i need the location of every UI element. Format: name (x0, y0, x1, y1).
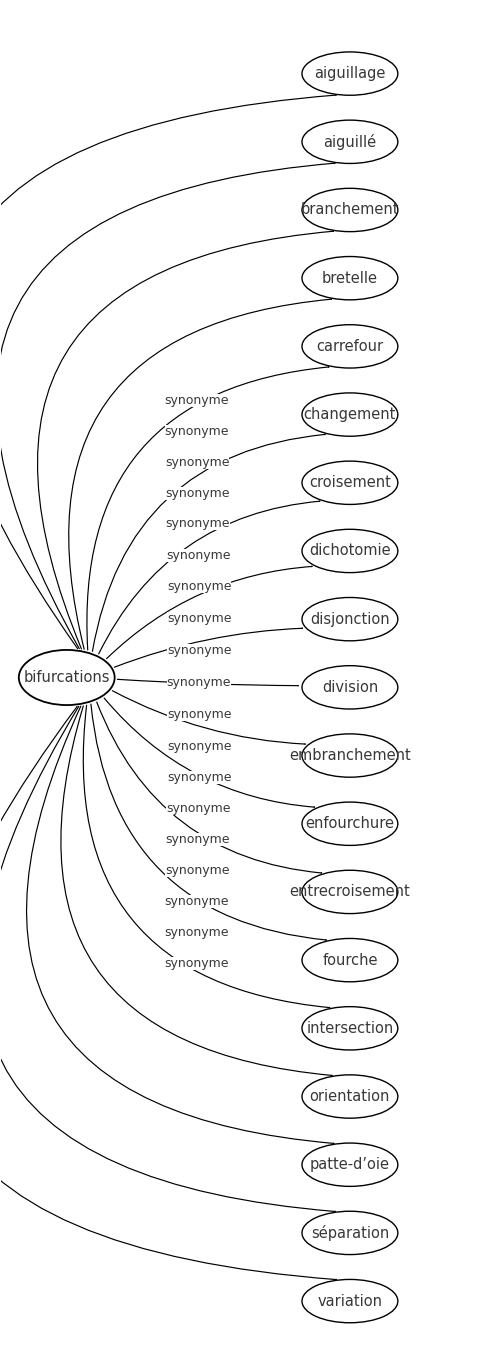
Ellipse shape (302, 802, 398, 846)
Ellipse shape (302, 1279, 398, 1322)
FancyArrowPatch shape (112, 691, 305, 744)
Text: dichotomie: dichotomie (309, 543, 391, 558)
Text: synonyme: synonyme (167, 611, 232, 625)
Ellipse shape (302, 188, 398, 232)
Text: bifurcations: bifurcations (24, 669, 110, 686)
FancyArrowPatch shape (87, 367, 329, 650)
FancyArrowPatch shape (69, 299, 332, 649)
Text: entrecroisement: entrecroisement (290, 885, 410, 900)
FancyArrowPatch shape (0, 95, 336, 649)
Text: synonyme: synonyme (167, 644, 232, 657)
Text: synonyme: synonyme (165, 455, 229, 469)
Text: synonyme: synonyme (167, 771, 231, 785)
Text: aiguillage: aiguillage (314, 66, 386, 81)
Text: carrefour: carrefour (316, 339, 384, 354)
Text: séparation: séparation (311, 1225, 389, 1241)
FancyArrowPatch shape (83, 705, 330, 1008)
Text: synonyme: synonyme (164, 925, 229, 939)
Text: orientation: orientation (310, 1089, 390, 1104)
Ellipse shape (302, 530, 398, 573)
Ellipse shape (302, 1144, 398, 1187)
Text: synonyme: synonyme (166, 518, 230, 530)
Text: synonyme: synonyme (165, 486, 230, 500)
Text: synonyme: synonyme (164, 425, 229, 438)
Ellipse shape (302, 51, 398, 95)
Text: disjonction: disjonction (310, 611, 390, 626)
Ellipse shape (302, 598, 398, 641)
FancyArrowPatch shape (117, 679, 298, 686)
FancyArrowPatch shape (0, 706, 335, 1211)
Text: intersection: intersection (306, 1020, 393, 1035)
FancyArrowPatch shape (104, 698, 315, 808)
Ellipse shape (302, 121, 398, 164)
FancyArrowPatch shape (97, 702, 321, 873)
FancyArrowPatch shape (38, 232, 334, 649)
Text: synonyme: synonyme (165, 896, 229, 908)
FancyArrowPatch shape (0, 163, 335, 649)
FancyArrowPatch shape (114, 629, 303, 667)
Text: synonyme: synonyme (167, 740, 232, 752)
Text: synonyme: synonyme (167, 676, 231, 688)
Ellipse shape (302, 870, 398, 913)
Text: division: division (322, 680, 378, 695)
FancyArrowPatch shape (61, 706, 332, 1076)
Ellipse shape (19, 650, 115, 705)
Ellipse shape (302, 1075, 398, 1118)
Text: changement: changement (304, 406, 396, 421)
Ellipse shape (302, 665, 398, 709)
Text: synonyme: synonyme (166, 549, 231, 561)
Text: croisement: croisement (309, 476, 391, 491)
Text: synonyme: synonyme (166, 833, 230, 847)
FancyArrowPatch shape (107, 566, 312, 659)
Text: branchement: branchement (301, 202, 399, 218)
Text: enfourchure: enfourchure (306, 816, 394, 831)
Ellipse shape (302, 1211, 398, 1255)
Text: synonyme: synonyme (165, 864, 229, 878)
Text: synonyme: synonyme (166, 802, 231, 816)
Text: bretelle: bretelle (322, 271, 378, 286)
FancyArrowPatch shape (91, 705, 326, 940)
FancyArrowPatch shape (99, 501, 320, 654)
Ellipse shape (302, 256, 398, 299)
Text: patte-d’oie: patte-d’oie (310, 1157, 390, 1172)
Text: embranchement: embranchement (289, 748, 411, 763)
Ellipse shape (302, 1007, 398, 1050)
FancyArrowPatch shape (27, 706, 334, 1144)
Text: synonyme: synonyme (167, 707, 232, 721)
Ellipse shape (302, 734, 398, 778)
Text: synonyme: synonyme (164, 957, 229, 970)
FancyArrowPatch shape (93, 434, 325, 652)
Ellipse shape (302, 461, 398, 504)
Text: variation: variation (318, 1294, 382, 1309)
Ellipse shape (302, 325, 398, 369)
Ellipse shape (302, 393, 398, 436)
Text: fourche: fourche (322, 953, 378, 967)
Text: synonyme: synonyme (167, 580, 231, 593)
Ellipse shape (302, 939, 398, 982)
FancyArrowPatch shape (0, 706, 336, 1279)
Text: aiguillé: aiguillé (323, 134, 376, 150)
Text: synonyme: synonyme (164, 394, 229, 406)
